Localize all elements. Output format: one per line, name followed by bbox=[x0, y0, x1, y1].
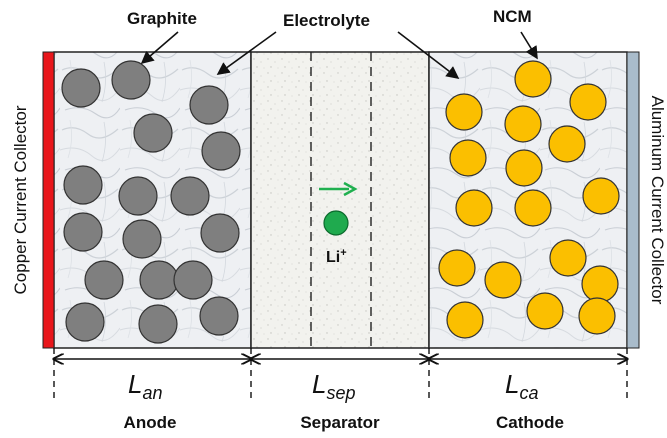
graphite-particles bbox=[61, 60, 241, 344]
graphite-particle bbox=[170, 176, 210, 216]
separator-region bbox=[250, 51, 430, 349]
copper-current-collector bbox=[42, 51, 55, 349]
l-ca-symbol: Lca bbox=[505, 369, 538, 403]
graphite-label: Graphite bbox=[127, 9, 197, 28]
ncm-particle bbox=[582, 177, 620, 215]
l-an-symbol: Lan bbox=[128, 369, 163, 403]
graphite-particle bbox=[111, 60, 151, 100]
graphite-particle bbox=[138, 304, 178, 344]
graphite-particle bbox=[84, 260, 124, 300]
separator-label: Separator bbox=[300, 413, 380, 432]
ncm-particle bbox=[505, 149, 543, 187]
ncm-particle bbox=[578, 297, 616, 335]
dimension-lines bbox=[54, 348, 627, 402]
graphite-particle bbox=[189, 85, 229, 125]
copper-collector-label: Copper Current Collector bbox=[11, 105, 30, 294]
ncm-particle bbox=[484, 261, 522, 299]
ncm-particle bbox=[446, 301, 484, 339]
electrolyte-pointer-arrow-cathode bbox=[397, 31, 460, 79]
graphite-particle bbox=[61, 68, 101, 108]
graphite-particle bbox=[200, 213, 240, 253]
graphite-particle bbox=[173, 260, 213, 300]
ncm-particle bbox=[569, 83, 607, 121]
graphite-particle bbox=[139, 260, 179, 300]
ncm-particle bbox=[455, 189, 493, 227]
ncm-particle bbox=[449, 139, 487, 177]
cathode-label: Cathode bbox=[496, 413, 564, 432]
graphite-particle bbox=[118, 176, 158, 216]
ncm-particle bbox=[514, 189, 552, 227]
graphite-particle bbox=[63, 212, 103, 252]
graphite-particle bbox=[65, 302, 105, 342]
li-ion-arrow-head bbox=[343, 181, 358, 197]
ncm-particle bbox=[514, 60, 552, 98]
ncm-particle bbox=[504, 105, 542, 143]
graphite-particle bbox=[199, 296, 239, 336]
ncm-particles bbox=[438, 60, 620, 339]
aluminum-current-collector bbox=[626, 51, 640, 349]
ncm-particle bbox=[526, 292, 564, 330]
graphite-particle bbox=[122, 219, 162, 259]
graphite-particle bbox=[63, 165, 103, 205]
ncm-particle bbox=[445, 93, 483, 131]
ncm-particle bbox=[548, 125, 586, 163]
anode-label: Anode bbox=[124, 413, 177, 432]
ncm-particle bbox=[581, 265, 619, 303]
graphite-particle bbox=[201, 131, 241, 171]
ncm-label: NCM bbox=[493, 7, 532, 26]
l-sep-symbol: Lsep bbox=[312, 369, 356, 403]
li-ion-particle bbox=[323, 210, 349, 236]
ncm-particle bbox=[549, 239, 587, 277]
graphite-pointer-arrow bbox=[140, 31, 179, 65]
graphite-particle bbox=[133, 113, 173, 153]
electrolyte-pointer-arrow-anode bbox=[216, 31, 277, 75]
ncm-particle bbox=[438, 249, 476, 287]
aluminum-collector-label: Aluminum Current Collector bbox=[648, 96, 667, 305]
li-ion-label: Li+ bbox=[326, 247, 347, 266]
ncm-pointer-arrow bbox=[520, 31, 538, 60]
electrolyte-label: Electrolyte bbox=[283, 11, 370, 30]
